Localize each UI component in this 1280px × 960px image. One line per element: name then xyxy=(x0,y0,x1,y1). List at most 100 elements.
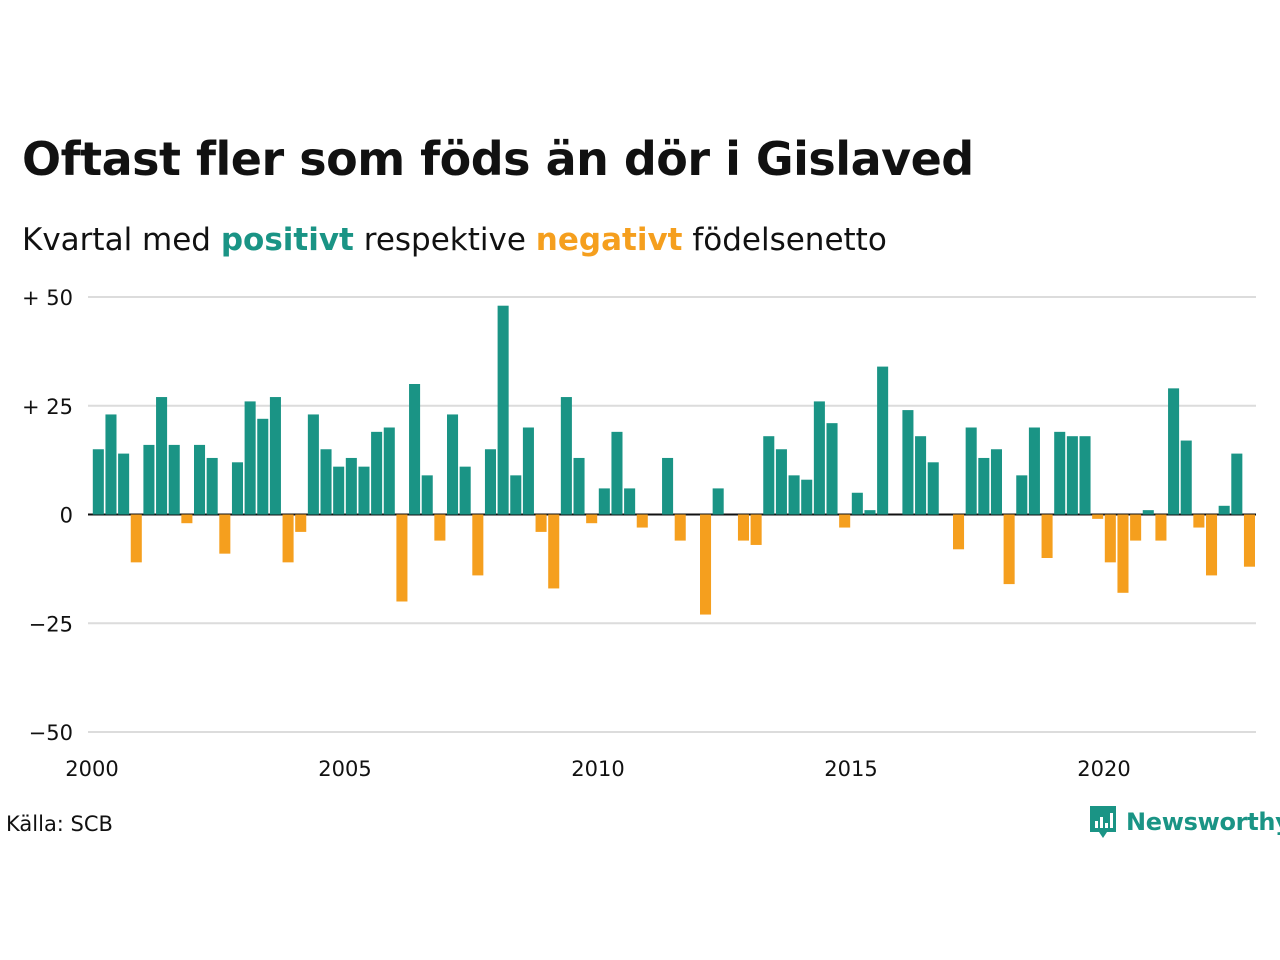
bar xyxy=(383,427,395,515)
bar xyxy=(231,462,243,515)
y-tick-label: −50 xyxy=(29,721,73,745)
bar xyxy=(206,457,218,515)
bar xyxy=(447,414,459,515)
bar xyxy=(953,514,965,550)
bar xyxy=(826,423,838,515)
bar xyxy=(181,514,193,524)
chart-subtitle: Kvartal med positivt respektive negativt… xyxy=(22,222,887,258)
bar xyxy=(1003,514,1015,585)
y-tick-label: 0 xyxy=(60,504,73,528)
bar xyxy=(194,444,206,515)
subtitle-positive-word: positivt xyxy=(220,222,354,258)
bar xyxy=(611,431,623,515)
bar xyxy=(535,514,547,532)
y-tick-label: + 50 xyxy=(22,286,73,310)
bar xyxy=(763,436,775,515)
bar xyxy=(1168,388,1180,515)
bar xyxy=(1028,427,1040,515)
bar xyxy=(801,479,813,515)
subtitle-negative-word: negativt xyxy=(535,222,683,258)
bar xyxy=(573,457,585,515)
bar xyxy=(156,397,168,515)
bar xyxy=(421,475,433,515)
bar xyxy=(409,384,421,515)
bars xyxy=(92,305,1255,615)
bar xyxy=(484,449,496,515)
bar xyxy=(371,431,383,515)
bar xyxy=(990,449,1002,515)
bar xyxy=(1079,436,1091,515)
bar xyxy=(1155,514,1167,541)
bar xyxy=(624,488,636,515)
bar xyxy=(712,488,724,515)
bar xyxy=(522,427,534,515)
bar xyxy=(1231,453,1243,515)
bar xyxy=(598,488,610,515)
x-axis-labels: 2000 2005 2010 2015 2020 xyxy=(65,757,1130,781)
x-tick-label: 2015 xyxy=(824,757,877,781)
bar xyxy=(1041,514,1053,558)
bar xyxy=(813,401,825,515)
bar xyxy=(902,410,914,515)
bar xyxy=(282,514,294,563)
bar xyxy=(1193,514,1205,528)
bar xyxy=(1206,514,1218,576)
x-tick-label: 2020 xyxy=(1077,757,1130,781)
brand-logo[interactable]: Newsworthy xyxy=(1088,804,1280,840)
x-tick-label: 2005 xyxy=(318,757,371,781)
brand-name: Newsworthy xyxy=(1126,808,1280,836)
bar xyxy=(143,444,155,515)
bar xyxy=(459,466,471,515)
bar xyxy=(219,514,231,554)
bar xyxy=(750,514,762,545)
bar xyxy=(358,466,370,515)
bar xyxy=(497,305,509,515)
bar xyxy=(307,414,319,515)
subtitle-middle: respektive xyxy=(363,222,526,258)
bar xyxy=(1243,514,1255,567)
bar xyxy=(118,453,130,515)
bar xyxy=(295,514,307,532)
x-tick-label: 2000 xyxy=(65,757,118,781)
bar xyxy=(927,462,939,515)
bar xyxy=(1180,440,1192,515)
bar xyxy=(674,514,686,541)
bar xyxy=(92,449,104,515)
bar xyxy=(1117,514,1129,593)
bar xyxy=(257,418,269,515)
bar xyxy=(662,457,674,515)
bar xyxy=(1054,431,1066,515)
bar xyxy=(1066,436,1078,515)
bar xyxy=(168,444,180,515)
bar xyxy=(877,366,889,515)
bar xyxy=(839,514,851,528)
bar xyxy=(548,514,560,589)
bar xyxy=(737,514,749,541)
x-tick-label: 2010 xyxy=(571,757,624,781)
chart-title: Oftast fler som föds än dör i Gislaved xyxy=(22,132,974,186)
bar xyxy=(434,514,446,541)
bar xyxy=(396,514,408,602)
bar xyxy=(1092,514,1104,519)
subtitle-prefix: Kvartal med xyxy=(22,222,211,258)
y-tick-label: + 25 xyxy=(22,395,73,419)
bar xyxy=(269,397,281,515)
bar xyxy=(586,514,598,524)
bar xyxy=(345,457,357,515)
bar xyxy=(510,475,522,515)
bar xyxy=(560,397,572,515)
bar xyxy=(775,449,787,515)
bar xyxy=(1104,514,1116,563)
bar xyxy=(965,427,977,515)
bar xyxy=(788,475,800,515)
bar xyxy=(864,510,876,515)
bar xyxy=(978,457,990,515)
y-tick-label: −25 xyxy=(29,612,73,636)
bar xyxy=(244,401,256,515)
subtitle-suffix: födelsenetto xyxy=(692,222,887,258)
bar xyxy=(1142,510,1154,515)
bar xyxy=(1218,505,1230,515)
newsworthy-logo-icon xyxy=(1090,806,1116,838)
bar xyxy=(636,514,648,528)
